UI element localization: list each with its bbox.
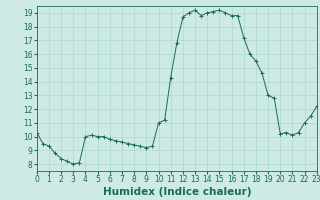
- X-axis label: Humidex (Indice chaleur): Humidex (Indice chaleur): [102, 187, 251, 197]
